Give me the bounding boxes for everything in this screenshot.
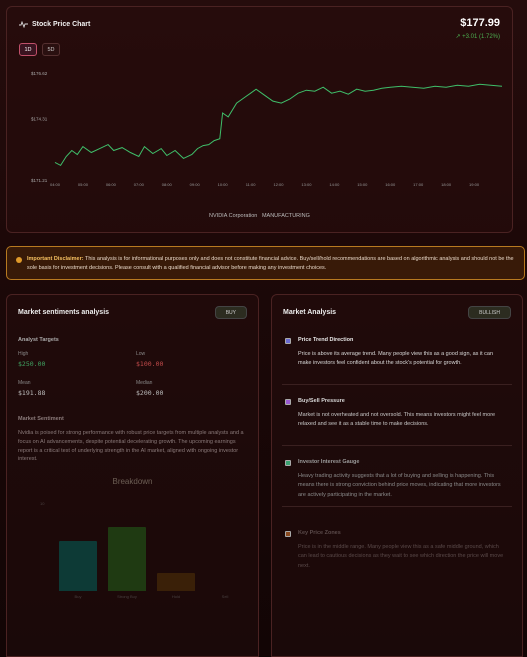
analyst-targets-label: Analyst Targets	[18, 337, 59, 343]
analysis-item-text: Heavy trading activity suggests that a l…	[298, 473, 501, 498]
analysis-item-text: Market is not overheated and not oversol…	[298, 412, 496, 428]
buy-badge: BUY	[214, 306, 247, 319]
analysis-item: Buy/Sell Pressure Market is not overheate…	[282, 396, 512, 448]
x-tick-label: 16:00	[385, 182, 396, 187]
breakdown-title: Breakdown	[112, 477, 153, 486]
analysis-item: Price Trend Direction Price is above its …	[282, 335, 512, 387]
market-sentiment-text: Nvidia is poised for strong performance …	[18, 430, 244, 463]
x-tick-label: 19:00	[469, 182, 480, 187]
info-icon	[16, 257, 22, 263]
breakdown-axis-max: 10	[40, 501, 45, 506]
market-sentiment-label: Market Sentiment	[18, 416, 64, 422]
x-tick-label: 17:00	[413, 182, 424, 187]
x-tick-label: 09:00	[190, 182, 201, 187]
current-price: $177.99	[460, 17, 500, 29]
market-sentiment-card: Market sentiments analysis BUY Analyst T…	[6, 294, 259, 657]
trend-up-icon: ↗	[455, 34, 463, 40]
x-tick-label: 05:00	[78, 182, 89, 187]
x-tick-label: 18:00	[441, 182, 452, 187]
disclaimer-banner: Important Disclaimer: This analysis is f…	[6, 246, 525, 280]
chart-title: Stock Price Chart	[19, 21, 90, 28]
y-tick-label: $174.31	[31, 117, 48, 122]
analysis-item-title: Key Price Zones	[298, 530, 341, 536]
low-label: Low	[136, 351, 146, 357]
breakdown-category-label: Strong Buy	[117, 594, 137, 599]
sentiment-title: Market sentiments analysis	[18, 309, 110, 316]
analysis-item: Key Price Zones Price is in the middle ra…	[282, 528, 512, 580]
bullish-badge: BULLISH	[468, 306, 511, 319]
analysis-item-title: Price Trend Direction	[298, 337, 354, 343]
breakdown-category-label: Buy	[74, 594, 82, 599]
breakdown-bar	[59, 541, 97, 591]
disclaimer-heading: Important Disclaimer:	[27, 256, 84, 262]
breakdown-category-label: Sell	[221, 594, 229, 599]
median-value: $200.00	[136, 389, 164, 397]
x-tick-label: 06:00	[106, 182, 117, 187]
divider	[282, 506, 512, 507]
disclaimer-body: This analysis is for informational purpo…	[27, 256, 514, 271]
breakdown-bar	[108, 527, 146, 591]
sector-tag: MANUFACTURING	[261, 213, 310, 219]
disclaimer-text: Important Disclaimer: This analysis is f…	[27, 255, 514, 273]
x-tick-label: 08:00	[162, 182, 173, 187]
median-label: Median	[136, 380, 153, 386]
x-tick-label: 10:00	[218, 182, 229, 187]
price-change-text: +3.01 (1.72%)	[462, 34, 500, 40]
analysis-item-title: Buy/Sell Pressure	[298, 398, 345, 404]
analysis-item-title: Investor Interest Gauge	[298, 459, 360, 465]
breakdown-category-label: Hold	[171, 594, 181, 599]
y-tick-label: $176.62	[31, 71, 48, 76]
status-indicator-icon	[285, 338, 291, 344]
analysis-item: Investor Interest Gauge Heavy trading act…	[282, 457, 512, 509]
analysis-title: Market Analysis	[283, 309, 337, 316]
high-value: $250.00	[18, 360, 46, 368]
price-series-line	[54, 83, 503, 167]
analysis-item-text: Price is above its average trend. Many p…	[298, 351, 494, 367]
x-tick-label: 15:00	[357, 182, 368, 187]
y-tick-label: $171.21	[31, 178, 48, 183]
x-tick-label: 12:00	[273, 182, 284, 187]
x-tick-label: 07:00	[134, 182, 145, 187]
high-label: High	[18, 351, 29, 357]
divider	[282, 384, 512, 385]
range-1d-button[interactable]: 1D	[19, 43, 37, 56]
stock-chart-card: Stock Price Chart $177.99 ↗ +3.01 (1.72%…	[6, 6, 513, 233]
company-tags: NVIDIA Corporation MANUFACTURING	[7, 213, 512, 219]
activity-icon	[19, 21, 28, 28]
status-indicator-icon	[285, 460, 291, 466]
price-change: ↗ +3.01 (1.72%)	[455, 33, 500, 40]
breakdown-chart: Buy Strong Buy Hold Sell	[47, 507, 247, 601]
mean-value: $191.88	[18, 389, 46, 397]
x-tick-label: 14:00	[329, 182, 340, 187]
mean-label: Mean	[18, 380, 31, 386]
analysis-item-text: Price is in the middle range. Many peopl…	[298, 544, 504, 569]
breakdown-bar	[157, 572, 195, 591]
range-selector: 1D 5D	[19, 43, 60, 56]
chart-title-text: Stock Price Chart	[32, 21, 91, 28]
status-indicator-icon	[285, 531, 291, 537]
x-tick-label: 04:00	[50, 182, 61, 187]
divider	[282, 445, 512, 446]
status-indicator-icon	[285, 399, 291, 405]
x-tick-label: 13:00	[301, 182, 312, 187]
market-analysis-card: Market Analysis BULLISH Price Trend Dire…	[271, 294, 523, 657]
low-value: $100.00	[136, 360, 164, 368]
company-name: NVIDIA Corporation	[209, 213, 258, 219]
x-tick-label: 11:00	[246, 182, 256, 187]
range-5d-button[interactable]: 5D	[42, 43, 60, 56]
